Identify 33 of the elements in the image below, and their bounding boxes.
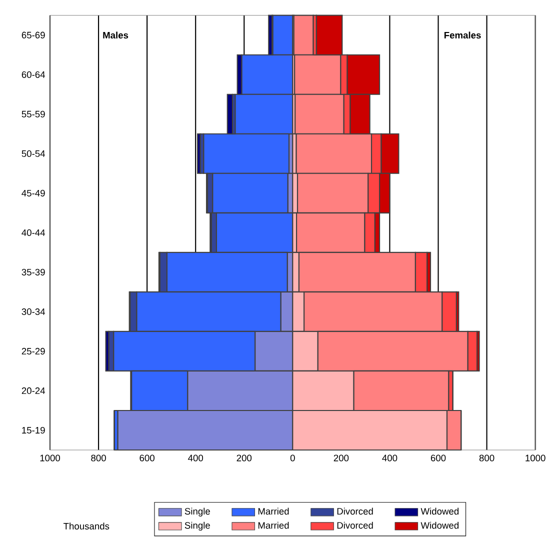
x-tick-label: 1000 xyxy=(526,454,546,462)
legend-label: Widowed xyxy=(420,522,459,529)
y-tick-label: 25-29 xyxy=(22,348,46,355)
y-tick-label: 35-39 xyxy=(22,268,46,276)
y-tick-label: 45-49 xyxy=(22,190,46,196)
y-tick-label: 15-19 xyxy=(22,426,46,434)
x-tick-label: 1000 xyxy=(40,454,60,462)
x-tick-label: 800 xyxy=(91,454,106,462)
y-tick-label: 30-34 xyxy=(22,308,46,315)
legend-label: Single xyxy=(185,508,210,516)
annotation: Males xyxy=(103,32,128,39)
x-tick-label: 0 xyxy=(290,454,296,462)
y-tick-label: 50-54 xyxy=(22,150,46,157)
x-tick-label: 400 xyxy=(188,454,204,462)
x-tick-label: 200 xyxy=(236,454,252,462)
y-tick-label: 65-69 xyxy=(22,32,46,38)
x-tick-label: 400 xyxy=(382,454,398,462)
x-tick-label: 600 xyxy=(431,454,446,462)
y-tick-label: 55-59 xyxy=(22,110,46,118)
legend-label: Married xyxy=(258,522,289,529)
legend-label: Divorced xyxy=(338,508,373,515)
y-tick-label: 40-44 xyxy=(22,229,46,236)
legend-label: Single xyxy=(185,522,210,531)
annotation: Females xyxy=(444,32,481,39)
legend-label: Widowed xyxy=(420,508,459,515)
text: Thousands xyxy=(64,522,110,530)
x-tick-label: 200 xyxy=(334,454,349,462)
y-tick-label: 60-64 xyxy=(22,71,46,78)
y-tick-label: 20-24 xyxy=(22,387,46,394)
legend-label: Divorced xyxy=(338,522,373,529)
legend-label: Married xyxy=(258,508,289,515)
x-tick-label: 800 xyxy=(480,454,494,462)
x-tick-label: 600 xyxy=(140,454,155,462)
